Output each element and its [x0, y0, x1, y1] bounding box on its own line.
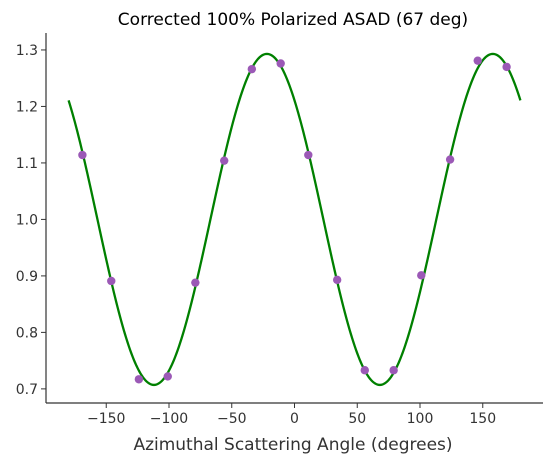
data-point [473, 56, 482, 65]
data-points-layer [78, 56, 511, 384]
data-point [360, 366, 369, 375]
data-point [304, 150, 313, 160]
data-point [134, 375, 144, 384]
x-tick-label: −100 [150, 411, 188, 427]
x-tick-label: −150 [87, 411, 125, 427]
x-tick-label: 150 [469, 411, 496, 427]
x-tick-label: −50 [217, 411, 247, 427]
data-point [78, 150, 87, 160]
x-tick-label: 100 [407, 411, 434, 427]
x-tick-label: 50 [348, 411, 366, 427]
fit-curve [67, 52, 522, 387]
data-point [163, 372, 172, 381]
chart-title: Corrected 100% Polarized ASAD (67 deg) [118, 10, 468, 30]
y-tick-label: 0.9 [16, 269, 38, 285]
x-tick-label: 0 [290, 411, 299, 427]
data-point [247, 64, 257, 74]
x-axis-label: Azimuthal Scattering Angle (degrees) [133, 435, 452, 455]
data-point [276, 59, 285, 68]
data-point [107, 276, 116, 286]
data-point [417, 271, 426, 280]
fit-curve-layer [67, 52, 522, 387]
data-point [220, 156, 229, 165]
data-point [332, 275, 342, 285]
y-tick-label: 1.1 [16, 156, 38, 172]
data-point [445, 155, 455, 164]
data-point [502, 62, 511, 72]
y-tick-label: 1.3 [16, 43, 38, 59]
y-tick-label: 0.8 [16, 325, 38, 341]
axes: −150 −100 −50 0 50 100 150 0.7 0.8 0.9 1.0 1.1 1.2 1.… [16, 33, 543, 427]
y-tick-label: 0.7 [16, 382, 38, 398]
y-tick-label: 1.2 [16, 99, 38, 115]
data-point [191, 278, 200, 287]
data-point [389, 366, 398, 375]
y-tick-label: 1.0 [16, 212, 38, 228]
